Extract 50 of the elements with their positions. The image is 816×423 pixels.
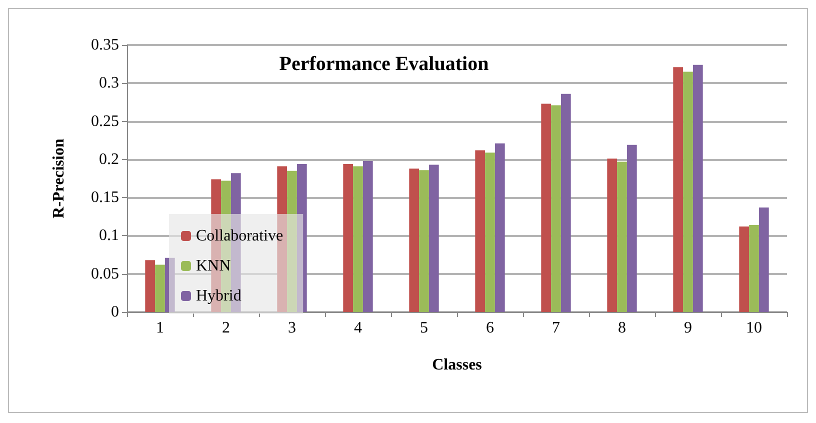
bar: [485, 152, 495, 312]
bar: [673, 67, 684, 312]
y-tick-label: 0.2: [99, 150, 119, 168]
x-tick-label: 7: [552, 320, 560, 336]
x-tick-label: 5: [420, 320, 428, 336]
bar: [617, 162, 627, 312]
bar: [607, 158, 618, 312]
bar: [541, 104, 552, 312]
bar: [739, 226, 750, 312]
x-tick-label: 4: [354, 320, 362, 336]
bar: [428, 164, 439, 312]
y-tick-label: 0.1: [99, 227, 119, 244]
bar: [362, 160, 373, 312]
chart-title: Performance Evaluation: [279, 53, 489, 75]
legend-label: Collaborative: [196, 228, 284, 244]
x-tick-label: 2: [222, 320, 230, 336]
bar: [419, 170, 429, 312]
y-tick-label: 0.05: [91, 265, 119, 282]
bar: [749, 225, 759, 312]
bar: [560, 94, 571, 312]
bar: [353, 166, 363, 312]
bar: [683, 72, 693, 312]
y-tick-label: 0: [111, 304, 119, 320]
x-axis-title: Classes: [432, 356, 482, 374]
bar: [475, 150, 486, 312]
bar: [494, 143, 505, 312]
legend-label: KNN: [196, 258, 232, 274]
bar: [296, 164, 307, 312]
bar: [145, 260, 156, 312]
y-tick-label: 0.25: [91, 112, 119, 130]
y-tick-label: 0.15: [91, 189, 119, 206]
x-tick-label: 1: [156, 320, 164, 336]
bar: [343, 164, 354, 312]
bar: [164, 258, 175, 312]
legend-label: Hybrid: [196, 288, 242, 304]
x-tick-label: 3: [288, 320, 296, 336]
bar: [758, 207, 769, 312]
y-axis-title: R-Precision: [50, 138, 68, 218]
x-tick-label: 10: [746, 320, 762, 336]
bar: [626, 144, 637, 312]
bar: [155, 264, 165, 312]
y-tick-label: 0.35: [91, 36, 119, 54]
x-tick-label: 9: [684, 320, 692, 336]
bar: [287, 170, 297, 312]
bar: [692, 64, 703, 312]
x-tick-label: 6: [486, 320, 494, 336]
y-tick-label: 0.3: [99, 74, 119, 92]
bar: [409, 168, 420, 312]
bar: [551, 105, 561, 312]
x-tick-label: 8: [618, 320, 626, 336]
